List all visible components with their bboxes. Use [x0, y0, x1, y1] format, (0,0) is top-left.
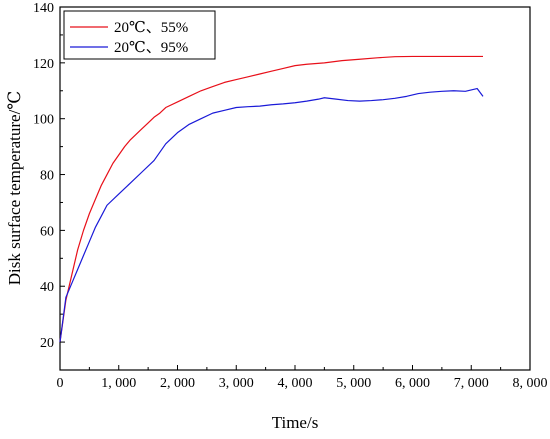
y-tick-label: 60 [40, 224, 54, 239]
plot-frame [59, 6, 531, 371]
y-tick-label: 80 [40, 169, 54, 184]
series-line-1 [59, 87, 484, 343]
x-tick-label: 1, 000 [101, 376, 136, 391]
legend-label-55: 20℃、55% [114, 20, 188, 36]
y-tick-label: 20 [40, 336, 54, 351]
x-tick-label: 8, 000 [513, 376, 548, 391]
legend-box [63, 10, 216, 60]
series-layer [59, 55, 484, 343]
axis-layer: 0 1, 000 2, 000 3, 000 4, 000 5, 000 6, 000 7, … [33, 1, 548, 391]
x-tick-label: 3, 000 [219, 376, 254, 391]
legend-label-95: 20℃、95% [114, 40, 188, 56]
x-axis-title: Time/s [272, 413, 319, 432]
legend: 20℃、55% 20℃、95% [63, 10, 216, 60]
x-tick-label: 2, 000 [160, 376, 195, 391]
x-tick-label: 5, 000 [336, 376, 371, 391]
y-tick-label: 100 [33, 113, 54, 128]
y-tick-label: 40 [40, 280, 54, 295]
x-tick-label: 6, 000 [395, 376, 430, 391]
y-tick-label: 140 [33, 1, 54, 16]
series-line-0 [59, 55, 483, 343]
x-tick-label: 7, 000 [454, 376, 489, 391]
x-tick-label: 4, 000 [278, 376, 313, 391]
x-tick-label: 0 [57, 376, 64, 391]
y-tick-label: 120 [33, 57, 54, 72]
y-axis-title: Disk surface temperature/℃ [5, 91, 24, 286]
